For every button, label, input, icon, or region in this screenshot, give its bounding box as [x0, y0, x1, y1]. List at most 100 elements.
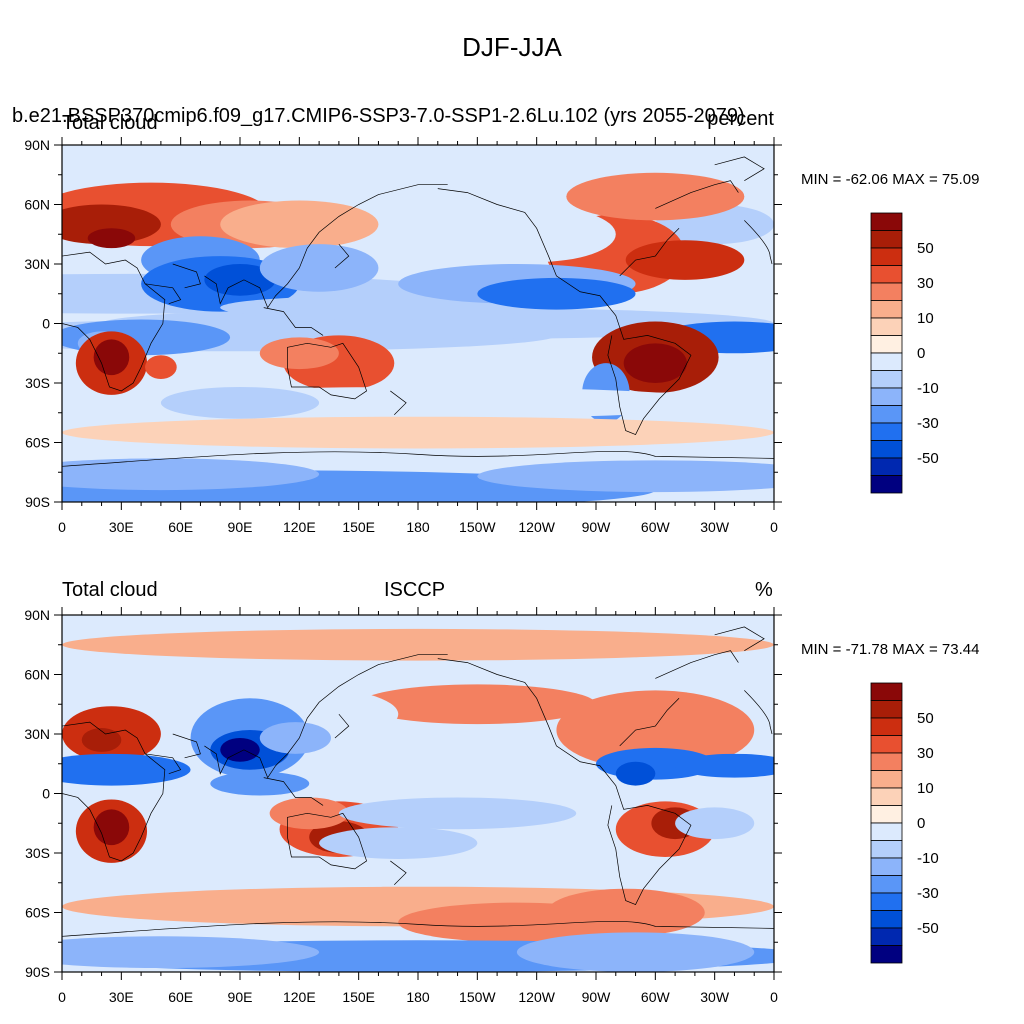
colorbar-box: [870, 735, 903, 754]
bottom-map-frame: [61, 614, 775, 973]
colorbar-box: [870, 910, 903, 929]
lon-tick-label: 120W: [518, 519, 555, 535]
colorbar-box: [870, 422, 903, 441]
colorbar-box: [870, 440, 903, 459]
lat-tick-label: 90N: [24, 137, 50, 153]
colorbar-box: [870, 352, 903, 371]
coastline: [287, 343, 366, 399]
contour-patch: [204, 264, 276, 296]
contour-patch: [477, 277, 636, 310]
contour-patch: [81, 728, 122, 752]
lat-tick-label: 90S: [25, 494, 50, 510]
colorbar-box: [870, 787, 903, 806]
lat-tick-label: 60S: [25, 905, 50, 921]
lat-tick-label: 0: [42, 316, 50, 332]
bottom-left-title: Total cloud: [62, 579, 158, 601]
coastline: [390, 391, 406, 415]
lon-tick-label: 30W: [700, 519, 730, 535]
coastline: [438, 189, 691, 435]
bottom-center-title: ISCCP: [384, 579, 446, 601]
colorbar-box: [870, 752, 903, 771]
contour-patch: [615, 761, 656, 786]
lon-tick-label: 150E: [342, 989, 375, 1005]
lon-tick-label: 90E: [228, 519, 253, 535]
lon-tick-label: 90W: [582, 989, 612, 1005]
coastlines: [62, 627, 774, 936]
contour-patch: [220, 295, 537, 320]
colorbar-label: 0: [917, 815, 925, 832]
contour-patch: [675, 807, 755, 840]
coastline: [744, 690, 772, 734]
coastline: [620, 228, 679, 276]
colorbar-box: [870, 317, 903, 336]
coastline: [62, 921, 774, 936]
figure-title: DJF-JJA: [462, 32, 562, 62]
coastline: [145, 754, 181, 774]
field-contours: [62, 172, 774, 502]
coastline: [62, 252, 165, 391]
lon-tick-label: 180: [406, 519, 430, 535]
lon-tick-label: 30W: [700, 989, 730, 1005]
contour-patch: [457, 206, 616, 263]
lon-tick-label: 60W: [641, 989, 671, 1005]
lon-tick-label: 120W: [518, 989, 555, 1005]
lon-tick-label: 30E: [109, 519, 134, 535]
lon-tick-label: 0: [770, 989, 778, 1005]
contour-patch: [62, 936, 320, 969]
coastline: [62, 722, 165, 861]
contour-patch: [675, 753, 774, 778]
contour-patch: [101, 858, 735, 883]
lon-tick-label: 0: [58, 989, 66, 1005]
coastline: [62, 451, 774, 466]
contour-patch: [87, 228, 136, 249]
lat-tick-label: 90S: [25, 964, 50, 980]
bottom-right-title: %: [755, 579, 773, 601]
top-right-title: percent: [707, 108, 774, 130]
top-min-max: MIN = -62.06 MAX = 75.09: [801, 171, 980, 188]
coastline: [173, 734, 201, 758]
colorbar-box: [870, 475, 903, 494]
colorbar-label: 50: [917, 240, 934, 257]
colorbar-label: -10: [917, 380, 939, 397]
contour-patch: [566, 172, 745, 221]
bottom-colorbar: 50 30 10 0 -10 -30 -50: [870, 682, 939, 964]
colorbar-box: [870, 822, 903, 841]
lat-tick-label: 30S: [25, 845, 50, 861]
colorbar-label: -30: [917, 885, 939, 902]
colorbar-box: [870, 247, 903, 266]
contour-patch: [338, 797, 577, 830]
lat-tick-label: 60N: [24, 667, 50, 683]
lon-tick-label: 60E: [168, 989, 193, 1005]
contour-patch: [220, 200, 379, 249]
contour-patch: [145, 355, 177, 380]
lon-tick-label: 60E: [168, 519, 193, 535]
colorbar-box: [870, 927, 903, 946]
colorbar-label: 10: [917, 310, 934, 327]
lon-tick-label: 150W: [459, 989, 496, 1005]
contour-patch: [259, 722, 331, 754]
contour-patch: [516, 932, 755, 972]
top-map-field: [62, 145, 774, 502]
contour-patch: [62, 458, 320, 491]
colorbar-box: [870, 840, 903, 859]
lon-tick-label: 30E: [109, 989, 134, 1005]
lon-tick-label: 90W: [582, 519, 612, 535]
coastline: [655, 651, 738, 679]
lat-tick-label: 60N: [24, 197, 50, 213]
lon-tick-label: 150W: [459, 519, 496, 535]
contour-patch: [62, 628, 774, 661]
coastline: [390, 861, 406, 885]
coastline: [715, 627, 764, 651]
colorbar-box: [870, 875, 903, 894]
bottom-map-field: [62, 615, 774, 972]
coastline: [264, 308, 323, 336]
contour-patch: [625, 240, 745, 280]
lon-tick-label: 90E: [228, 989, 253, 1005]
lat-tick-label: 0: [42, 786, 50, 802]
lon-tick-label: 120E: [283, 519, 316, 535]
colorbar-box: [870, 212, 903, 231]
colorbar-label: 0: [917, 345, 925, 362]
contour-patch: [210, 771, 310, 796]
colorbar-box: [870, 700, 903, 719]
